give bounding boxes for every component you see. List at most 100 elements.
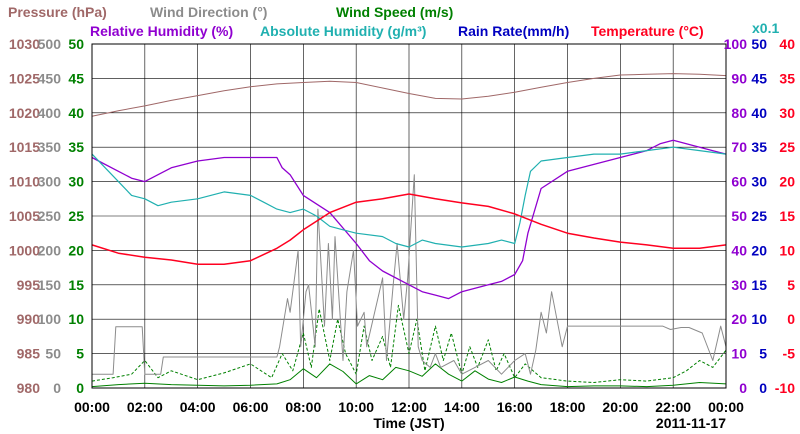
x-axis-label: Time (JST) bbox=[373, 415, 444, 431]
y-tick-rain-rate: 45 bbox=[751, 70, 767, 86]
series-relative-humidity bbox=[91, 139, 727, 300]
y-tick-wind-direction: 450 bbox=[38, 70, 62, 86]
y-tick-pressure: 985 bbox=[17, 346, 41, 362]
y-tick-relative-humidity: 10 bbox=[731, 346, 747, 362]
y-tick-wind-speed: 25 bbox=[68, 208, 84, 224]
y-tick-wind-direction: 0 bbox=[53, 380, 61, 396]
y-tick-relative-humidity: 60 bbox=[731, 174, 747, 190]
y-tick-relative-humidity: 50 bbox=[731, 208, 747, 224]
y-tick-wind-speed: 0 bbox=[76, 380, 84, 396]
y-tick-temperature: 40 bbox=[779, 36, 795, 52]
chart-date: 2011-11-17 bbox=[656, 415, 726, 431]
y-tick-wind-direction: 150 bbox=[38, 277, 62, 293]
legend-absolute-humidity: Absolute Humidity (g/m³) bbox=[260, 23, 426, 39]
x-tick-label: 00:00 bbox=[708, 399, 744, 415]
y-tick-pressure: 1030 bbox=[9, 36, 40, 52]
y-tick-temperature: -10 bbox=[775, 380, 795, 396]
y-tick-rain-rate: 10 bbox=[751, 311, 767, 327]
y-tick-pressure: 1005 bbox=[9, 208, 40, 224]
y-tick-rain-rate: 0 bbox=[759, 380, 767, 396]
axis-ticks: 00:00 02:00 04:00 06:00 08:00 10:00 12:00 14:00… bbox=[9, 36, 795, 415]
y-tick-pressure: 980 bbox=[17, 380, 41, 396]
y-tick-temperature: 15 bbox=[779, 208, 795, 224]
y-tick-temperature: 25 bbox=[779, 139, 795, 155]
y-tick-wind-speed: 20 bbox=[68, 242, 84, 258]
y-tick-wind-speed: 10 bbox=[68, 311, 84, 327]
y-tick-pressure: 1000 bbox=[9, 242, 40, 258]
y-tick-wind-speed: 45 bbox=[68, 70, 84, 86]
legend-wind-direction: Wind Direction (°) bbox=[150, 4, 267, 20]
y-tick-pressure: 995 bbox=[17, 277, 41, 293]
legend-relative-humidity: Relative Humidity (%) bbox=[90, 23, 233, 39]
series-wind-speed-m-s-gust bbox=[91, 304, 727, 383]
y-tick-wind-direction: 250 bbox=[38, 208, 62, 224]
y-tick-pressure: 1025 bbox=[9, 70, 40, 86]
series-wind-direction bbox=[92, 174, 727, 375]
legend-x01-note: x0.1 bbox=[752, 20, 779, 36]
y-tick-rain-rate: 30 bbox=[751, 174, 767, 190]
y-tick-relative-humidity: 70 bbox=[731, 139, 747, 155]
y-tick-wind-direction: 400 bbox=[38, 105, 62, 121]
y-tick-rain-rate: 50 bbox=[751, 36, 767, 52]
x-tick-label: 20:00 bbox=[602, 399, 638, 415]
y-tick-wind-speed: 30 bbox=[68, 174, 84, 190]
x-tick-label: 18:00 bbox=[550, 399, 586, 415]
y-tick-temperature: 0 bbox=[787, 311, 795, 327]
x-tick-label: 14:00 bbox=[444, 399, 480, 415]
y-tick-relative-humidity: 90 bbox=[731, 70, 747, 86]
y-tick-relative-humidity: 80 bbox=[731, 105, 747, 121]
y-tick-relative-humidity: 0 bbox=[739, 380, 747, 396]
x-tick-label: 08:00 bbox=[285, 399, 321, 415]
y-tick-rain-rate: 40 bbox=[751, 105, 767, 121]
legend-temperature: Temperature (°C) bbox=[591, 23, 704, 39]
x-tick-label: 02:00 bbox=[127, 399, 163, 415]
y-tick-wind-direction: 50 bbox=[45, 346, 61, 362]
series-wind-speed-m-s-avg bbox=[91, 363, 727, 388]
series-pressure-hpa bbox=[91, 73, 727, 117]
legend: Pressure (hPa) Wind Direction (°) Wind S… bbox=[8, 4, 779, 39]
y-tick-temperature: -5 bbox=[783, 346, 796, 362]
x-tick-label: 12:00 bbox=[391, 399, 427, 415]
y-tick-wind-speed: 35 bbox=[68, 139, 84, 155]
plot-frame bbox=[91, 43, 727, 389]
y-tick-wind-direction: 350 bbox=[38, 139, 62, 155]
y-tick-temperature: 20 bbox=[779, 174, 795, 190]
y-tick-temperature: 5 bbox=[787, 277, 795, 293]
x-tick-label: 00:00 bbox=[74, 399, 110, 415]
series-layer bbox=[91, 73, 727, 388]
y-tick-rain-rate: 20 bbox=[751, 242, 767, 258]
y-tick-rain-rate: 35 bbox=[751, 139, 767, 155]
x-tick-label: 22:00 bbox=[655, 399, 691, 415]
x-tick-label: 16:00 bbox=[497, 399, 533, 415]
y-tick-wind-speed: 5 bbox=[76, 346, 84, 362]
y-tick-relative-humidity: 100 bbox=[724, 36, 748, 52]
y-tick-temperature: 30 bbox=[779, 105, 795, 121]
y-tick-relative-humidity: 30 bbox=[731, 277, 747, 293]
y-tick-rain-rate: 15 bbox=[751, 277, 767, 293]
y-tick-wind-direction: 200 bbox=[38, 242, 62, 258]
y-tick-rain-rate: 5 bbox=[759, 346, 767, 362]
x-tick-label: 06:00 bbox=[233, 399, 269, 415]
y-tick-wind-speed: 15 bbox=[68, 277, 84, 293]
legend-rain-rate: Rain Rate(mm/h) bbox=[458, 23, 569, 39]
y-tick-wind-direction: 300 bbox=[38, 174, 62, 190]
y-tick-wind-direction: 500 bbox=[38, 36, 62, 52]
legend-pressure: Pressure (hPa) bbox=[8, 4, 107, 20]
y-tick-pressure: 1015 bbox=[9, 139, 40, 155]
y-tick-temperature: 35 bbox=[779, 70, 795, 86]
series-absolute-humidity-g-m bbox=[91, 146, 727, 248]
y-tick-rain-rate: 25 bbox=[751, 208, 767, 224]
x-tick-label: 04:00 bbox=[180, 399, 216, 415]
y-tick-wind-speed: 50 bbox=[68, 36, 84, 52]
series-temperature-c bbox=[91, 193, 727, 265]
y-tick-relative-humidity: 40 bbox=[731, 242, 747, 258]
y-tick-temperature: 10 bbox=[779, 242, 795, 258]
y-tick-wind-direction: 100 bbox=[38, 311, 62, 327]
x-tick-label: 10:00 bbox=[338, 399, 374, 415]
grid bbox=[92, 44, 726, 388]
y-tick-relative-humidity: 20 bbox=[731, 311, 747, 327]
y-tick-pressure: 1010 bbox=[9, 174, 40, 190]
y-tick-wind-speed: 40 bbox=[68, 105, 84, 121]
